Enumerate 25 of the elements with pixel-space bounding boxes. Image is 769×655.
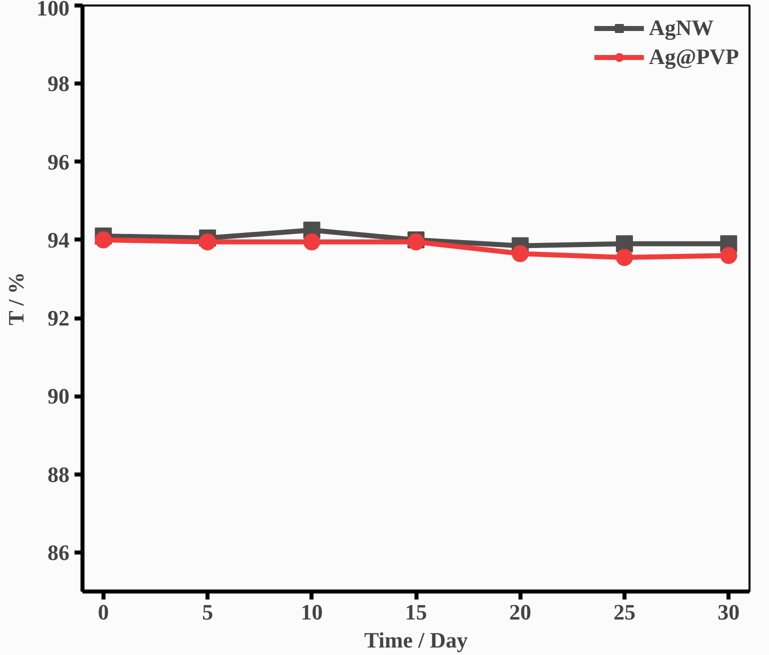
y-tick-label: 90 <box>48 384 70 409</box>
y-tick-label: 94 <box>48 227 70 252</box>
y-tick-label: 88 <box>48 462 70 487</box>
legend-label: Ag@PVP <box>648 44 739 70</box>
y-tick-label: 100 <box>36 0 70 20</box>
y-tick-label: 96 <box>48 149 70 174</box>
point <box>720 247 738 264</box>
x-tick-label: 20 <box>509 600 532 624</box>
point <box>94 231 112 248</box>
point <box>512 245 529 262</box>
y-tick-label: 92 <box>48 306 70 331</box>
x-tick-label: 5 <box>202 600 214 624</box>
point <box>303 233 320 250</box>
x-tick-label: 10 <box>300 600 323 624</box>
legend-label: AgNW <box>648 15 714 41</box>
y-tick-label: 86 <box>48 540 70 565</box>
x-tick-label: 15 <box>405 600 427 624</box>
x-axis-title: Time / Day <box>364 628 468 652</box>
y-axis-title: T / % <box>4 272 28 326</box>
x-tick-label: 0 <box>98 600 109 624</box>
point <box>199 233 216 250</box>
x-tick-label: 25 <box>613 600 636 624</box>
point <box>616 248 633 266</box>
x-tick-label: 30 <box>718 600 740 624</box>
y-tick-label: 98 <box>48 71 70 96</box>
